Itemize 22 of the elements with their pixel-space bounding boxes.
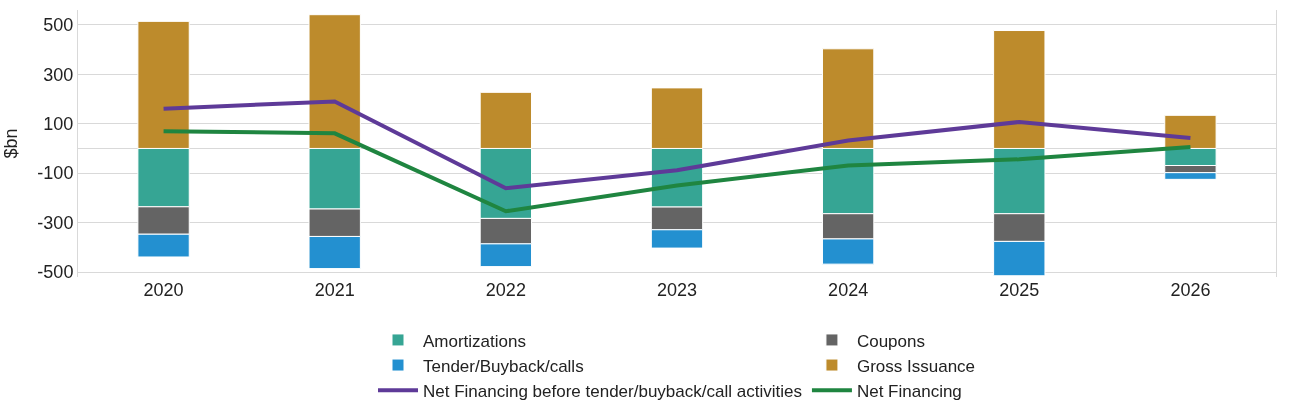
x-tick-label: 2023	[656, 280, 698, 300]
legend-label: Gross Issuance	[856, 356, 976, 376]
x-tick-label: 2022	[485, 280, 526, 300]
x-tick-label: 2025	[999, 280, 1040, 300]
x-tick-label: 2020	[143, 280, 184, 300]
y-tick-label: -300	[37, 212, 74, 233]
y-tick-label: -100	[37, 163, 74, 184]
x-tick-label: 2026	[1170, 280, 1211, 300]
legend-label: Coupons	[856, 331, 925, 351]
x-tick-label: 2024	[828, 280, 869, 300]
legend-label: Net Financing	[856, 381, 962, 401]
legend-label: Tender/Buyback/calls	[423, 356, 584, 376]
x-tick-label: 2021	[314, 280, 355, 300]
y-tick-label: 100	[43, 114, 74, 135]
legend-label: Net Financing before tender/buyback/call activities	[423, 381, 802, 401]
y-tick-label: -500	[37, 262, 74, 283]
y-tick-label: 300	[43, 64, 74, 85]
line-series	[161, 99, 1193, 191]
y-axis-title: $bn	[0, 128, 21, 159]
y-tick-label: 500	[43, 15, 74, 36]
line-series	[161, 129, 1193, 214]
legend-label: Amortizations	[423, 331, 526, 351]
